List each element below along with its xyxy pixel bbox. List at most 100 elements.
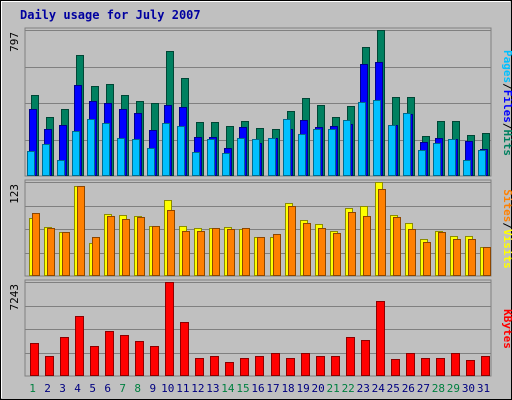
bar-sites-day-13	[212, 228, 220, 276]
bar-pages-day-21	[328, 129, 336, 176]
bar-kbytes-day-16	[255, 356, 264, 376]
bar-kbytes-day-20	[316, 356, 325, 376]
legend-visits-sites: Sites/Visits	[501, 189, 512, 269]
x-tick-label-day-24: 24	[372, 382, 386, 395]
bar-sites-day-7	[122, 219, 130, 276]
axis-labels: 797Pages/Files/Hits123Sites/Visits7243KB…	[8, 32, 512, 395]
bar-sites-day-5	[92, 237, 100, 276]
bar-sites-day-31	[483, 247, 491, 276]
bar-pages-day-22	[343, 120, 351, 176]
bar-sites-day-3	[62, 232, 70, 276]
legend-entry: Pages	[501, 50, 512, 83]
bar-pages-day-17	[268, 138, 276, 176]
x-tick-label-day-30: 30	[462, 382, 475, 395]
bar-kbytes-day-25	[391, 359, 400, 376]
bar-sites-day-9	[152, 226, 160, 276]
bar-sites-day-21	[333, 233, 341, 276]
bar-kbytes-day-14	[225, 362, 234, 376]
bar-pages-day-30	[463, 160, 471, 176]
bar-kbytes-day-23	[361, 340, 370, 376]
x-tick-label-day-29: 29	[447, 382, 460, 395]
bar-pages-day-28	[433, 143, 441, 176]
bar-pages-day-10	[162, 123, 170, 176]
bar-sites-day-14	[227, 229, 235, 276]
x-tick-label-day-1: 1	[29, 382, 36, 395]
x-tick-label-day-10: 10	[161, 382, 174, 395]
x-tick-label-day-25: 25	[387, 382, 400, 395]
bar-kbytes-day-10	[165, 282, 174, 376]
x-tick-label-day-3: 3	[59, 382, 66, 395]
bar-kbytes-day-15	[240, 358, 249, 376]
legend-entry: Sites	[501, 189, 512, 222]
bars	[27, 30, 491, 376]
legend-entry: Visits	[501, 229, 512, 269]
x-tick-label-day-8: 8	[134, 382, 141, 395]
x-tick-label-day-19: 19	[296, 382, 309, 395]
bar-sites-day-20	[318, 228, 326, 276]
bar-pages-day-14	[222, 153, 230, 176]
bar-sites-day-8	[137, 217, 145, 276]
x-tick-label-day-11: 11	[176, 382, 189, 395]
bar-kbytes-day-7	[120, 335, 129, 376]
bar-pages-day-27	[418, 150, 426, 176]
bar-kbytes-day-13	[210, 356, 219, 376]
bar-sites-day-27	[423, 242, 431, 276]
bar-sites-day-16	[257, 237, 265, 276]
bar-sites-day-11	[182, 231, 190, 276]
bar-pages-day-6	[102, 123, 110, 176]
bar-sites-day-30	[468, 239, 476, 276]
legend-hits-files-pages: Pages/Files/Hits	[501, 50, 512, 156]
bar-pages-day-24	[373, 100, 381, 176]
bar-pages-day-31	[478, 150, 486, 176]
bar-pages-day-9	[147, 148, 155, 176]
legend-kbytes: KBytes	[501, 309, 512, 349]
bar-kbytes-day-11	[180, 322, 189, 376]
bar-pages-day-4	[72, 131, 80, 176]
bar-sites-day-18	[288, 206, 296, 276]
legend-entry: /	[501, 83, 512, 90]
bar-kbytes-day-2	[45, 356, 54, 376]
bar-kbytes-day-26	[406, 353, 415, 376]
bar-kbytes-day-28	[436, 358, 445, 376]
bar-pages-day-2	[42, 144, 50, 176]
x-tick-label-day-21: 21	[327, 382, 340, 395]
y-max-label: 123	[8, 184, 21, 204]
bar-pages-day-12	[192, 152, 200, 176]
legend-entry: Hits	[501, 130, 512, 157]
bar-sites-day-24	[378, 189, 386, 276]
bar-kbytes-day-30	[466, 360, 475, 376]
legend-entry: KBytes	[501, 309, 512, 349]
x-tick-label-day-28: 28	[432, 382, 445, 395]
bar-pages-day-7	[117, 138, 125, 176]
bar-kbytes-day-24	[376, 301, 385, 376]
bar-sites-day-4	[77, 186, 85, 276]
x-tick-label-day-22: 22	[342, 382, 355, 395]
bar-sites-day-6	[107, 216, 115, 276]
x-tick-label-day-23: 23	[357, 382, 370, 395]
bar-kbytes-day-6	[105, 331, 114, 376]
bar-kbytes-day-1	[30, 343, 39, 376]
legend-entry: Files	[501, 90, 512, 123]
bar-kbytes-day-4	[75, 316, 84, 376]
bar-pages-day-16	[252, 139, 260, 176]
bar-kbytes-day-19	[301, 353, 310, 376]
bar-pages-day-5	[87, 119, 95, 176]
x-tick-label-day-18: 18	[281, 382, 294, 395]
x-tick-label-day-7: 7	[119, 382, 126, 395]
y-max-label: 797	[8, 32, 21, 52]
bar-pages-day-11	[177, 126, 185, 176]
bar-pages-day-8	[132, 139, 140, 176]
x-tick-label-day-17: 17	[266, 382, 279, 395]
bar-kbytes-day-5	[90, 346, 99, 376]
x-tick-label-day-14: 14	[221, 382, 235, 395]
x-tick-label-day-16: 16	[251, 382, 264, 395]
bar-kbytes-day-22	[346, 337, 355, 376]
bar-pages-day-25	[388, 125, 396, 176]
bar-kbytes-day-17	[271, 353, 280, 376]
x-tick-label-day-27: 27	[417, 382, 430, 395]
legend-entry: /	[501, 222, 512, 229]
bar-kbytes-day-12	[195, 358, 204, 376]
bar-sites-day-2	[47, 228, 55, 276]
x-tick-label-day-26: 26	[402, 382, 415, 395]
